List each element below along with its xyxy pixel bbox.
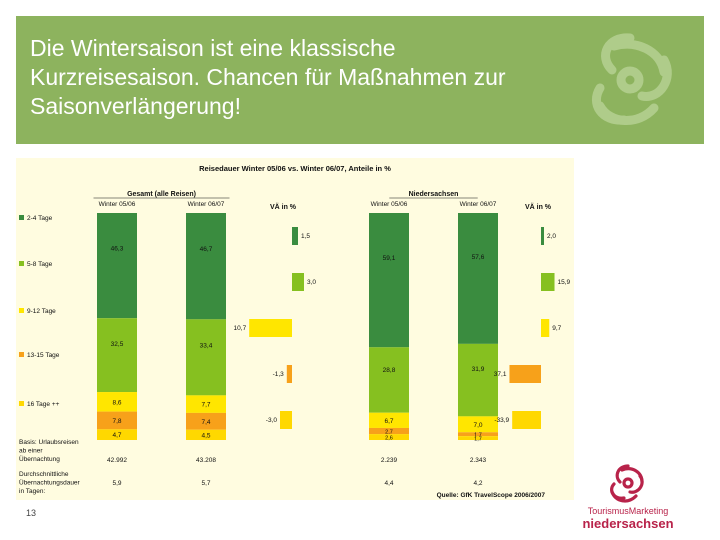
legend-swatch-2 [19, 308, 24, 313]
data-label-0-0-3: 7,8 [112, 418, 121, 425]
va-bar-0-4 [280, 411, 292, 429]
bar-segment-1-1-3 [458, 432, 498, 437]
brand-logo: TourismusMarketing niedersachsen [576, 454, 680, 534]
bar-segment-1-1-0 [458, 213, 498, 344]
legend-swatch-3 [19, 352, 24, 357]
data-label-1-1-1: 31,9 [472, 366, 485, 373]
data-label-1-0-1: 28,8 [383, 367, 396, 374]
bar-segment-1-1-2 [458, 416, 498, 433]
va-label-1-1: 15,9 [558, 279, 571, 286]
bar-segment-0-0-1 [97, 318, 137, 393]
va-bar-1-3 [509, 365, 541, 383]
data-label-0-1-2: 7,7 [201, 402, 210, 409]
va-label-1-0: 2,0 [547, 233, 556, 240]
slide-title: Die Wintersaison ist eine klassische Kur… [30, 35, 506, 119]
avg-value-0-1: 5,7 [201, 480, 210, 487]
va-label-0-2: 10,7 [234, 325, 247, 332]
basis-value-1-1: 2.343 [470, 457, 487, 464]
data-label-0-0-0: 46,3 [111, 246, 124, 253]
bar-segment-0-1-0 [186, 213, 226, 320]
column-label-1-1: Winter 06/07 [460, 201, 497, 208]
data-label-0-1-4: 4,5 [201, 432, 210, 439]
title-banner: Die Wintersaison ist eine klassische Kur… [16, 16, 704, 144]
group-title-0: Gesamt (alle Reisen) [127, 191, 196, 198]
page-number: 13 [26, 508, 37, 518]
bar-segment-1-0-0 [369, 213, 409, 348]
legend-label-0: 2-4 Tage [27, 215, 53, 222]
va-bar-0-0 [292, 227, 298, 245]
va-bar-1-1 [541, 273, 555, 291]
bar-segment-1-1-4 [458, 436, 498, 440]
legend-label-1: 5-8 Tage [27, 261, 53, 268]
bar-segment-0-0-3 [97, 411, 137, 430]
legend-swatch-0 [19, 215, 24, 220]
data-label-0-0-4: 4,7 [112, 432, 121, 439]
data-label-1-1-2: 7,0 [473, 422, 482, 429]
basis-value-1-0: 2.239 [381, 457, 398, 464]
bar-segment-0-0-4 [97, 429, 137, 440]
bar-segment-1-0-1 [369, 347, 409, 413]
bar-segment-1-0-2 [369, 412, 409, 428]
va-bar-1-2 [541, 319, 550, 337]
va-bar-0-2 [249, 319, 292, 337]
va-label-1-4: -33,9 [494, 417, 509, 424]
data-label-1-1-3: 1,7 [474, 433, 482, 439]
bar-segment-0-1-4 [186, 429, 226, 440]
bar-segment-0-0-0 [97, 213, 137, 319]
va-label-0-3: -1,3 [273, 371, 285, 378]
swirl-logo-icon [591, 33, 672, 125]
legend-label-2: 9-12 Tage [27, 308, 56, 315]
data-label-0-1-3: 7,4 [201, 419, 210, 426]
legend-swatch-1 [19, 261, 24, 266]
bar-segment-0-0-2 [97, 392, 137, 412]
group-title-1: Niedersachsen [409, 191, 459, 198]
data-label-0-0-1: 32,5 [111, 341, 124, 348]
basis-value-0-0: 42.992 [107, 457, 127, 464]
legend-label-4: 16 Tage ++ [27, 401, 60, 408]
column-label-1-0: Winter 05/06 [371, 201, 408, 208]
data-label-0-1-1: 33,4 [200, 343, 213, 350]
legend-label-3: 13-15 Tage [27, 352, 60, 359]
brand-flower-icon [610, 464, 644, 503]
va-bar-0-1 [292, 273, 304, 291]
brand-line2: niedersachsen [582, 516, 674, 531]
data-label-1-1-4: 1,7 [474, 437, 482, 443]
data-label-1-0-4: 2,6 [385, 436, 393, 442]
va-bar-1-4 [512, 411, 541, 429]
data-label-1-0-0: 59,1 [383, 255, 396, 262]
column-label-0-0: Winter 05/06 [99, 201, 136, 208]
data-label-0-0-2: 8,6 [112, 399, 121, 406]
bar-segment-1-1-1 [458, 343, 498, 417]
chart-title: Reisedauer Winter 05/06 vs. Winter 06/07… [199, 164, 391, 173]
va-bar-0-3 [286, 365, 292, 383]
va-header-1: VÄ in % [525, 203, 552, 211]
va-label-0-4: -3,0 [266, 417, 278, 424]
avg-value-1-1: 4,2 [473, 480, 482, 487]
bar-segment-0-1-3 [186, 412, 226, 430]
bar-segment-0-1-1 [186, 319, 226, 396]
data-label-0-1-0: 46,7 [200, 246, 213, 253]
data-label-1-1-0: 57,6 [472, 254, 485, 261]
avg-value-1-0: 4,4 [384, 480, 393, 487]
avg-label: Durchschnittliche Übernachtungsdauer in Ta… [19, 471, 81, 495]
va-label-0-1: 3,0 [307, 279, 316, 286]
brand-line1: TourismusMarketing [587, 506, 669, 516]
data-label-1-0-2: 6,7 [384, 418, 393, 425]
avg-value-0-0: 5,9 [112, 480, 121, 487]
va-bar-1-0 [541, 227, 544, 245]
va-label-1-2: 9,7 [552, 325, 561, 332]
data-label-1-0-3: 2,7 [385, 430, 393, 436]
chart-source: Quelle: GfK TravelScope 2006/2007 [437, 492, 546, 499]
bar-segment-1-0-4 [369, 434, 409, 440]
basis-value-0-1: 43.208 [196, 457, 216, 464]
legend-swatch-4 [19, 401, 24, 406]
va-label-1-3: 37,1 [494, 371, 507, 378]
basis-label: Basis: Urlaubsreisen ab einer Übernachtung [19, 439, 79, 463]
column-label-0-1: Winter 06/07 [188, 201, 225, 208]
bar-segment-1-0-3 [369, 427, 409, 435]
bar-segment-0-1-2 [186, 395, 226, 413]
va-header-0: VÄ in % [270, 203, 297, 211]
va-label-0-0: 1,5 [301, 233, 310, 240]
